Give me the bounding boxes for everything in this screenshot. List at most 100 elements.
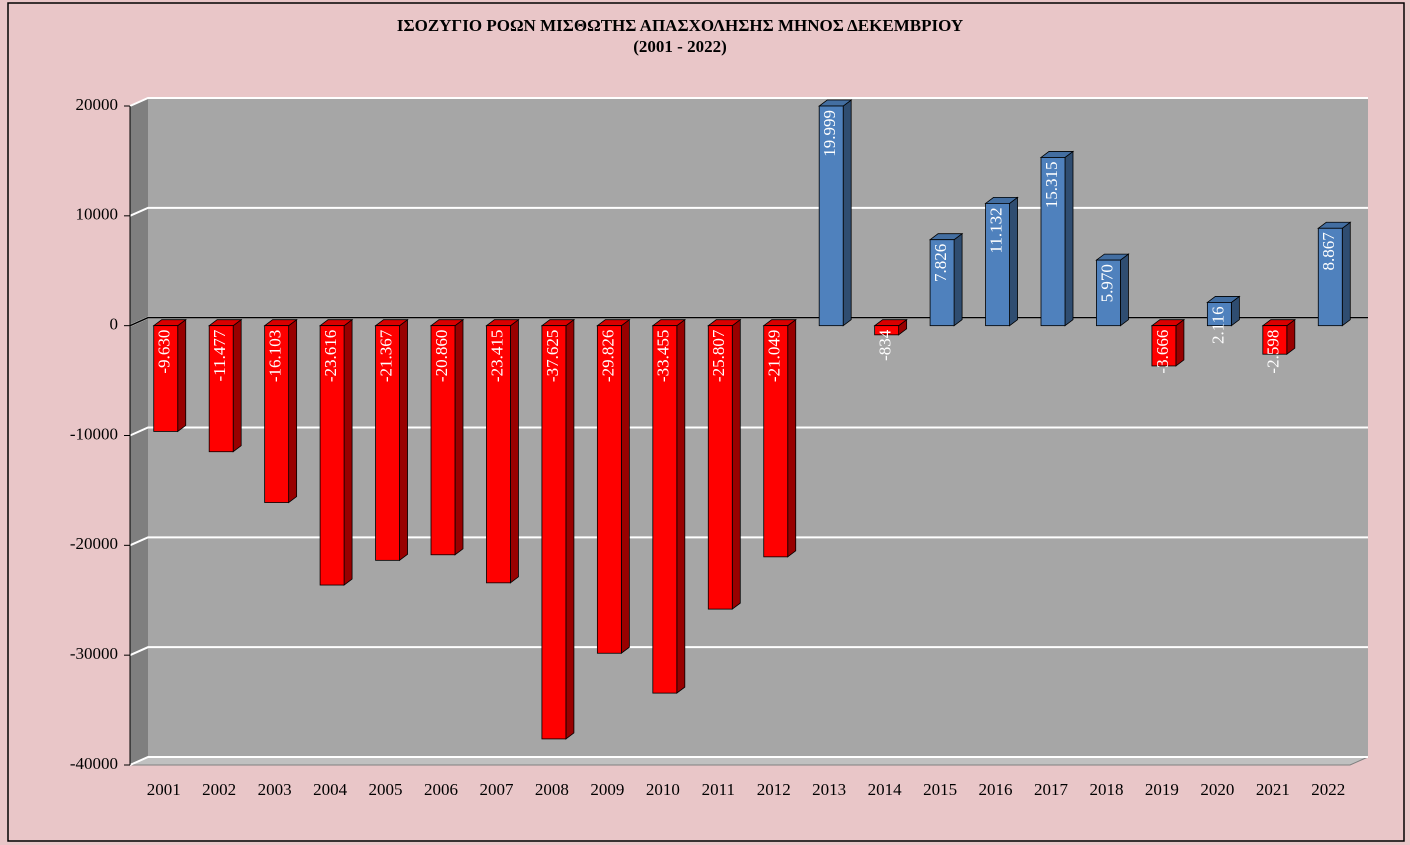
bar-side [399, 318, 408, 562]
value-label: 8.867 [1319, 232, 1338, 271]
value-label: -20.860 [432, 330, 451, 382]
value-label: 5.970 [1097, 264, 1116, 302]
bar [818, 105, 844, 327]
value-label: 15.315 [1042, 161, 1061, 208]
value-label: 7.826 [931, 244, 950, 282]
bar-side [953, 232, 963, 327]
value-label: -2.598 [1264, 330, 1283, 374]
value-label: -16.103 [266, 330, 285, 382]
bar-side [1064, 150, 1074, 327]
bar [652, 325, 678, 694]
x-tick-label: 2019 [1145, 780, 1179, 799]
bar [208, 325, 234, 453]
x-tick-label: 2005 [369, 780, 403, 799]
x-tick-label: 2022 [1311, 780, 1345, 799]
x-tick-label: 2016 [979, 780, 1013, 799]
bar-side [620, 318, 630, 655]
bar [985, 203, 1010, 327]
bar-side [676, 318, 686, 694]
y-tick-label: 10000 [76, 205, 119, 224]
grid-line [129, 646, 1368, 657]
chart-subtitle: (2001 - 2022) [633, 37, 726, 56]
bar-side [565, 318, 575, 740]
x-tick-label: 2015 [923, 780, 957, 799]
value-label: -23.415 [487, 330, 506, 382]
bar [430, 325, 456, 556]
y-tick-label: -20000 [70, 534, 118, 553]
bar-side [1009, 196, 1018, 327]
bar [264, 325, 290, 503]
bar [153, 325, 179, 432]
x-tick-label: 2007 [479, 780, 514, 799]
bar [319, 325, 345, 586]
value-label: -21.049 [765, 330, 784, 382]
bar [596, 325, 622, 654]
bar-side [787, 318, 797, 558]
value-label: -834 [876, 329, 895, 361]
bar [375, 325, 400, 561]
value-label: -33.455 [654, 330, 673, 382]
x-tick-label: 2002 [202, 780, 236, 799]
y-tick-label: -10000 [70, 424, 118, 443]
bar [1317, 227, 1343, 327]
x-tick-label: 2018 [1089, 780, 1123, 799]
floor [129, 756, 1369, 766]
value-label: -21.367 [376, 329, 395, 382]
grid-line [129, 206, 1368, 217]
bar-side [288, 318, 298, 504]
x-tick-label: 2011 [702, 780, 735, 799]
bar [874, 325, 900, 336]
y-tick-label: -30000 [70, 644, 118, 663]
bar-side [454, 318, 464, 556]
value-label: -9.630 [155, 330, 174, 374]
bar-side [731, 318, 741, 610]
bar [1151, 325, 1177, 367]
x-tick-label: 2010 [646, 780, 680, 799]
chart-title: ΙΣΟΖΥΓΙΟ ΡΟΩΝ ΜΙΣΘΩΤΗΣ ΑΠΑΣΧΟΛΗΣΗΣ ΜΗΝΟΣ… [397, 16, 963, 35]
x-tick-label: 2008 [535, 780, 569, 799]
bar [486, 325, 511, 584]
value-label: -23.616 [321, 330, 340, 382]
y-tick-label: 20000 [76, 95, 119, 114]
x-tick-label: 2012 [757, 780, 791, 799]
frame [7, 2, 1405, 842]
grid-line [129, 97, 1368, 107]
y-tick-label: 0 [110, 315, 119, 334]
bar-side [1120, 253, 1129, 327]
bar [1262, 325, 1288, 355]
x-tick-label: 2013 [812, 780, 846, 799]
value-label: -29.826 [598, 330, 617, 382]
bar [1040, 157, 1066, 327]
bar [763, 325, 789, 558]
bar-side [510, 318, 519, 584]
bar [541, 325, 567, 740]
grid-line [129, 756, 1368, 766]
x-tick-label: 2006 [424, 780, 458, 799]
value-label: -25.807 [709, 329, 728, 382]
bar-side [1341, 221, 1351, 327]
bar-side [343, 318, 353, 586]
value-label: -3.666 [1153, 330, 1172, 374]
value-label: -11.477 [210, 329, 229, 381]
x-tick-label: 2021 [1256, 780, 1290, 799]
value-label: -37.625 [543, 330, 562, 382]
bar-side [842, 99, 852, 327]
bar [1206, 302, 1232, 327]
bar-side [1175, 318, 1185, 367]
x-tick-label: 2014 [868, 780, 903, 799]
x-tick-label: 2017 [1034, 780, 1069, 799]
y-tick-label: -40000 [70, 754, 118, 773]
bar-side [232, 318, 242, 453]
x-tick-label: 2004 [313, 780, 348, 799]
x-tick-label: 2001 [147, 780, 181, 799]
bar-side [177, 318, 187, 433]
x-tick-label: 2009 [590, 780, 624, 799]
bar [1096, 259, 1121, 327]
bar [929, 239, 955, 327]
grid-line [129, 426, 1368, 437]
value-label: 11.132 [986, 207, 1005, 253]
bar [707, 325, 733, 610]
x-tick-label: 2003 [258, 780, 292, 799]
value-label: 19.999 [820, 110, 839, 157]
